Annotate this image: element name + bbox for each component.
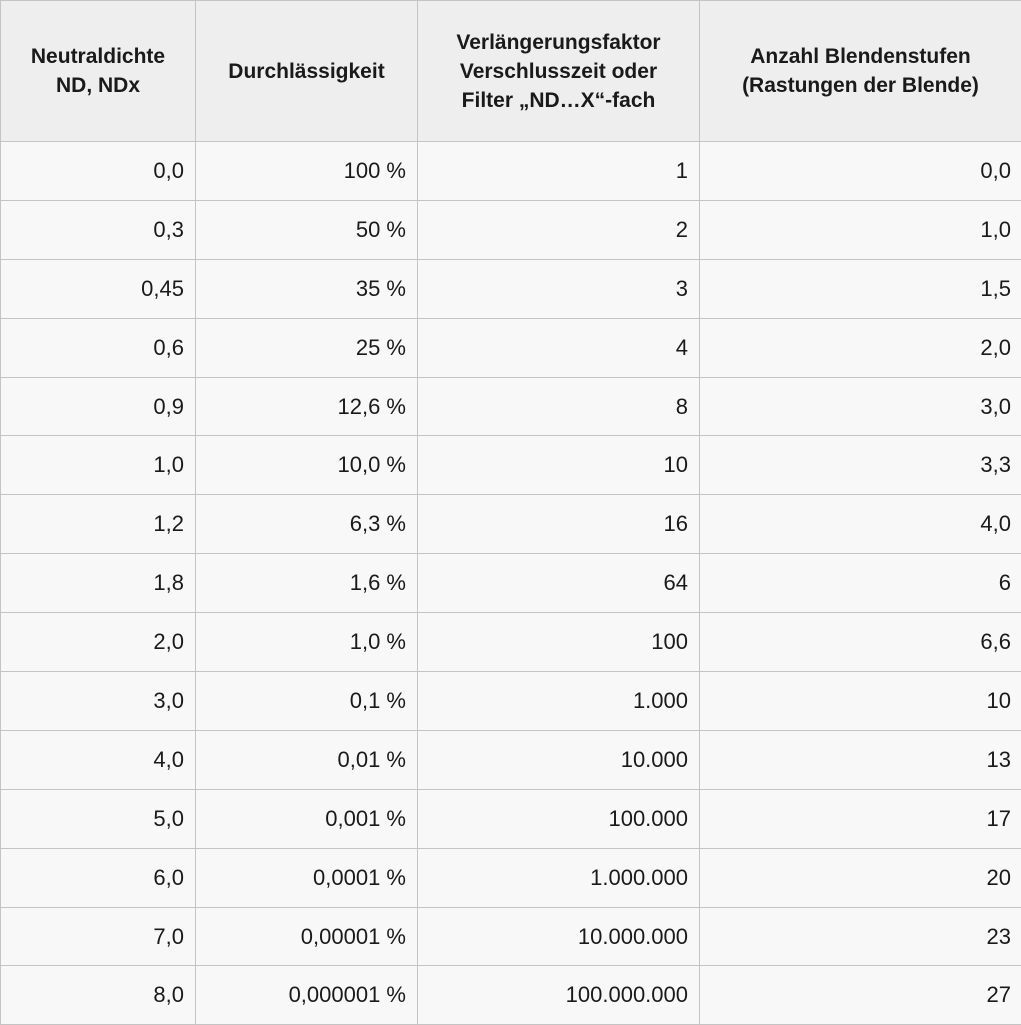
header-line: ND, NDx <box>5 71 191 100</box>
cell-extension-factor: 8 <box>418 377 700 436</box>
table-row: 1,0 10,0 % 10 3,3 <box>1 436 1021 495</box>
cell-f-stops: 20 <box>700 848 1021 907</box>
cell-neutral-density: 7,0 <box>1 907 196 966</box>
cell-extension-factor: 100 <box>418 613 700 672</box>
cell-transmission: 0,001 % <box>196 789 418 848</box>
table-row: 2,0 1,0 % 100 6,6 <box>1 613 1021 672</box>
cell-neutral-density: 8,0 <box>1 966 196 1025</box>
header-transmission: Durchlässigkeit <box>196 1 418 142</box>
cell-extension-factor: 100.000 <box>418 789 700 848</box>
cell-transmission: 10,0 % <box>196 436 418 495</box>
cell-extension-factor: 4 <box>418 318 700 377</box>
cell-neutral-density: 3,0 <box>1 672 196 731</box>
cell-f-stops: 3,3 <box>700 436 1021 495</box>
cell-extension-factor: 2 <box>418 200 700 259</box>
cell-transmission: 1,6 % <box>196 554 418 613</box>
cell-transmission: 25 % <box>196 318 418 377</box>
cell-extension-factor: 64 <box>418 554 700 613</box>
cell-neutral-density: 1,0 <box>1 436 196 495</box>
cell-f-stops: 2,0 <box>700 318 1021 377</box>
table-row: 1,2 6,3 % 16 4,0 <box>1 495 1021 554</box>
header-row: Neutraldichte ND, NDx Durchlässigkeit Ve… <box>1 1 1021 142</box>
header-line: Verschlusszeit oder <box>422 57 695 86</box>
cell-f-stops: 6,6 <box>700 613 1021 672</box>
cell-neutral-density: 0,6 <box>1 318 196 377</box>
cell-neutral-density: 5,0 <box>1 789 196 848</box>
header-extension-factor: Verlängerungsfaktor Verschlusszeit oder … <box>418 1 700 142</box>
cell-f-stops: 1,5 <box>700 259 1021 318</box>
table-row: 0,6 25 % 4 2,0 <box>1 318 1021 377</box>
cell-transmission: 0,00001 % <box>196 907 418 966</box>
cell-transmission: 12,6 % <box>196 377 418 436</box>
cell-transmission: 0,1 % <box>196 672 418 731</box>
header-line: Verlängerungsfaktor <box>422 28 695 57</box>
cell-transmission: 50 % <box>196 200 418 259</box>
table-row: 0,9 12,6 % 8 3,0 <box>1 377 1021 436</box>
cell-f-stops: 17 <box>700 789 1021 848</box>
header-line: Anzahl Blendenstufen <box>704 42 1017 71</box>
cell-extension-factor: 16 <box>418 495 700 554</box>
cell-f-stops: 1,0 <box>700 200 1021 259</box>
cell-f-stops: 6 <box>700 554 1021 613</box>
cell-transmission: 100 % <box>196 142 418 201</box>
table-row: 8,0 0,000001 % 100.000.000 27 <box>1 966 1021 1025</box>
cell-transmission: 6,3 % <box>196 495 418 554</box>
header-f-stops: Anzahl Blendenstufen (Rastungen der Blen… <box>700 1 1021 142</box>
cell-neutral-density: 1,8 <box>1 554 196 613</box>
cell-transmission: 1,0 % <box>196 613 418 672</box>
cell-extension-factor: 10.000 <box>418 730 700 789</box>
header-neutral-density: Neutraldichte ND, NDx <box>1 1 196 142</box>
cell-transmission: 0,000001 % <box>196 966 418 1025</box>
table-row: 7,0 0,00001 % 10.000.000 23 <box>1 907 1021 966</box>
cell-neutral-density: 6,0 <box>1 848 196 907</box>
cell-extension-factor: 1.000.000 <box>418 848 700 907</box>
table-body: 0,0 100 % 1 0,0 0,3 50 % 2 1,0 0,45 35 %… <box>1 142 1021 1025</box>
cell-neutral-density: 2,0 <box>1 613 196 672</box>
cell-neutral-density: 4,0 <box>1 730 196 789</box>
table-row: 5,0 0,001 % 100.000 17 <box>1 789 1021 848</box>
header-line: Durchlässigkeit <box>200 57 413 86</box>
header-line: Filter „ND…X“-fach <box>422 86 695 115</box>
cell-f-stops: 4,0 <box>700 495 1021 554</box>
cell-neutral-density: 0,45 <box>1 259 196 318</box>
cell-extension-factor: 100.000.000 <box>418 966 700 1025</box>
table-row: 3,0 0,1 % 1.000 10 <box>1 672 1021 731</box>
table-row: 4,0 0,01 % 10.000 13 <box>1 730 1021 789</box>
table-row: 6,0 0,0001 % 1.000.000 20 <box>1 848 1021 907</box>
cell-f-stops: 13 <box>700 730 1021 789</box>
cell-f-stops: 23 <box>700 907 1021 966</box>
cell-f-stops: 27 <box>700 966 1021 1025</box>
table-row: 0,0 100 % 1 0,0 <box>1 142 1021 201</box>
table-row: 0,45 35 % 3 1,5 <box>1 259 1021 318</box>
cell-transmission: 0,0001 % <box>196 848 418 907</box>
cell-transmission: 0,01 % <box>196 730 418 789</box>
cell-transmission: 35 % <box>196 259 418 318</box>
cell-neutral-density: 1,2 <box>1 495 196 554</box>
cell-extension-factor: 1 <box>418 142 700 201</box>
table-row: 0,3 50 % 2 1,0 <box>1 200 1021 259</box>
table-header: Neutraldichte ND, NDx Durchlässigkeit Ve… <box>1 1 1021 142</box>
header-line: (Rastungen der Blende) <box>704 71 1017 100</box>
cell-extension-factor: 10 <box>418 436 700 495</box>
header-line: Neutraldichte <box>5 42 191 71</box>
cell-f-stops: 0,0 <box>700 142 1021 201</box>
cell-neutral-density: 0,9 <box>1 377 196 436</box>
cell-extension-factor: 10.000.000 <box>418 907 700 966</box>
table-row: 1,8 1,6 % 64 6 <box>1 554 1021 613</box>
cell-neutral-density: 0,0 <box>1 142 196 201</box>
cell-extension-factor: 3 <box>418 259 700 318</box>
cell-extension-factor: 1.000 <box>418 672 700 731</box>
cell-neutral-density: 0,3 <box>1 200 196 259</box>
cell-f-stops: 10 <box>700 672 1021 731</box>
cell-f-stops: 3,0 <box>700 377 1021 436</box>
